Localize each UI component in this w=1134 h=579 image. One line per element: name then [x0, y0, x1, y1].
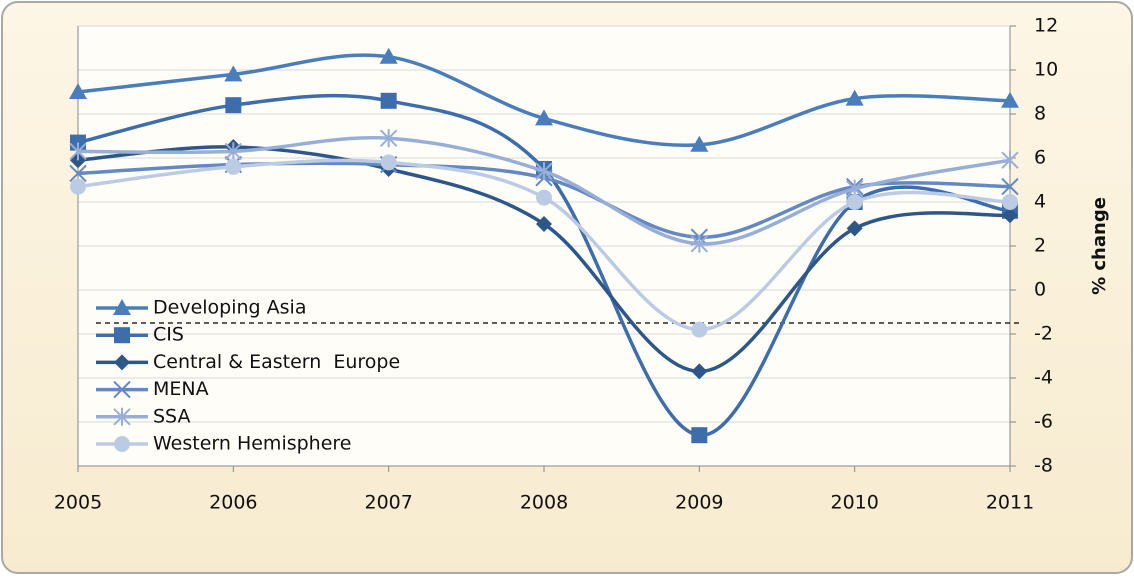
marker	[1001, 177, 1019, 196]
marker	[1002, 194, 1018, 210]
marker	[690, 135, 709, 152]
marker	[536, 216, 552, 232]
y-tick-label: 6	[1034, 147, 1046, 169]
marker	[380, 92, 397, 109]
y-tick-label: -2	[1034, 323, 1053, 345]
marker	[224, 65, 243, 82]
marker	[113, 407, 131, 426]
marker	[225, 158, 242, 175]
legend-label: SSA	[153, 405, 190, 427]
marker	[224, 142, 243, 161]
marker	[691, 363, 708, 380]
marker	[69, 83, 87, 99]
y-tick-label: 0	[1034, 279, 1046, 301]
marker	[69, 142, 87, 161]
marker	[114, 327, 130, 344]
marker	[114, 436, 130, 452]
y-tick-label: -6	[1034, 411, 1053, 433]
x-tick-label: 2005	[54, 492, 102, 514]
y-tick-label: 12	[1034, 15, 1058, 37]
marker	[380, 154, 397, 171]
marker	[114, 354, 130, 371]
y-tick-label: 10	[1034, 59, 1058, 81]
marker	[690, 234, 709, 253]
marker	[1001, 91, 1019, 108]
legend-label: Developing Asia	[153, 297, 306, 319]
y-tick-label: -4	[1034, 367, 1053, 389]
marker	[1002, 207, 1018, 224]
marker	[113, 299, 131, 315]
marker	[535, 162, 553, 181]
x-tick-label: 2007	[364, 492, 412, 514]
marker	[379, 47, 398, 64]
marker	[113, 380, 131, 399]
marker	[225, 97, 242, 114]
marker	[536, 189, 552, 206]
legend-label: CIS	[153, 324, 184, 346]
x-tick-label: 2006	[209, 492, 257, 514]
x-tick-label: 2008	[520, 492, 568, 514]
marker	[846, 194, 863, 210]
marker	[535, 109, 553, 126]
legend-label: Western Hemisphere	[153, 433, 352, 455]
x-tick-label: 2010	[830, 492, 878, 514]
marker	[691, 427, 708, 444]
marker	[70, 178, 86, 195]
y-tick-label: 8	[1034, 103, 1046, 125]
y-tick-label: 4	[1034, 191, 1046, 213]
y-tick-label: -8	[1034, 455, 1053, 477]
marker	[846, 220, 863, 237]
legend-label: Central & Eastern Europe	[153, 351, 400, 373]
x-tick-label: 2011	[986, 492, 1034, 514]
marker	[845, 89, 864, 106]
x-tick-label: 2009	[675, 492, 723, 514]
marker	[379, 129, 398, 148]
marker	[691, 321, 708, 338]
marker	[69, 164, 87, 183]
marker	[1001, 151, 1019, 170]
legend-label: MENA	[153, 378, 209, 400]
y-axis-label: % change	[1089, 197, 1110, 295]
y-tick-label: 2	[1034, 235, 1046, 257]
